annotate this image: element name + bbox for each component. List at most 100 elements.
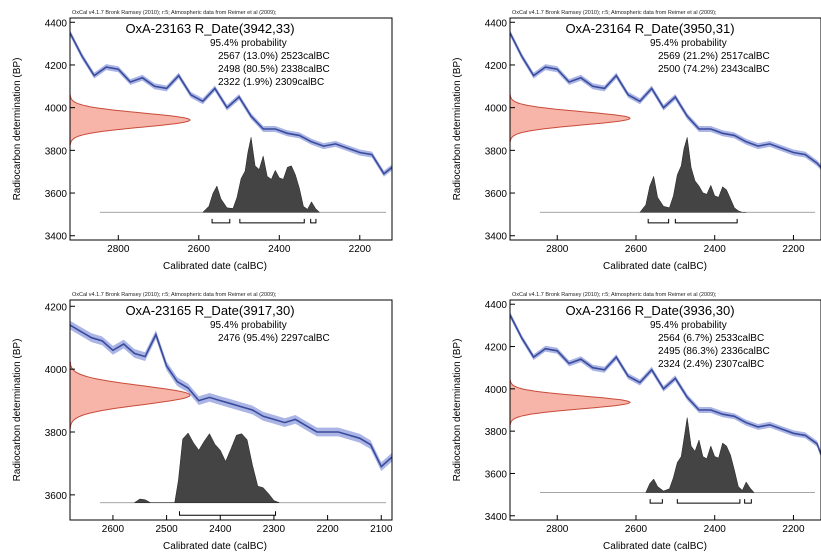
x-tick-label: 2600 xyxy=(188,244,211,255)
x-tick-label: 2400 xyxy=(209,524,232,535)
x-tick-label: 2600 xyxy=(625,524,648,535)
x-tick-label: 2800 xyxy=(546,244,569,255)
x-tick-label: 2200 xyxy=(349,244,372,255)
y-tick-label: 3400 xyxy=(485,512,508,523)
y-tick-label: 3600 xyxy=(45,189,68,200)
probability-heading: 95.4% probability xyxy=(650,320,727,331)
sample-title: OxA-23163 R_Date(3942,33) xyxy=(125,21,294,36)
plot-frame xyxy=(69,17,393,241)
calibration-curve-line xyxy=(70,324,392,468)
y-axis-label: Radiocarbon determination (BP) xyxy=(12,339,23,482)
range-bracket-1 xyxy=(647,218,670,224)
y-axis-label: Radiocarbon determination (BP) xyxy=(452,339,463,482)
x-tick-label: 2200 xyxy=(782,524,805,535)
range-bracket-2 xyxy=(239,218,305,224)
x-tick-label: 2500 xyxy=(155,524,178,535)
probability-heading: 95.4% probability xyxy=(650,38,727,49)
probability-heading: 95.4% probability xyxy=(210,38,287,49)
probability-range: 2498 (80.5%) 2338calBC xyxy=(218,64,330,75)
y-tick-label: 3800 xyxy=(485,146,508,157)
range-bracket-2 xyxy=(676,499,741,504)
y-tick-label: 3800 xyxy=(45,146,68,157)
sample-title: OxA-23165 R_Date(3917,30) xyxy=(125,303,294,318)
calibrated-distribution xyxy=(133,432,280,503)
plot-frame xyxy=(509,17,821,241)
range-bracket-3 xyxy=(310,218,317,224)
y-tick-label: 4200 xyxy=(45,61,68,72)
x-tick-label: 2400 xyxy=(704,244,727,255)
x-tick-label: 2300 xyxy=(263,524,286,535)
calibrated-distribution xyxy=(639,137,747,213)
x-axis-label: Calibrated date (calBC) xyxy=(163,541,267,552)
range-bracket-3 xyxy=(744,499,752,504)
y-tick-label: 4400 xyxy=(485,300,508,311)
probability-range: 2569 (21.2%) 2517calBC xyxy=(658,51,770,62)
probability-range: 2476 (95.4%) 2297calBC xyxy=(218,333,330,344)
y-tick-label: 4000 xyxy=(485,104,508,115)
y-tick-label: 4000 xyxy=(485,385,508,396)
calibration-panel-3: OxCal v4.1.7 Bronk Ramsey (2010); r:5; A… xyxy=(12,292,393,552)
calibration-curve-line xyxy=(510,32,821,168)
calibration-curve-line xyxy=(510,314,821,455)
x-tick-label: 2100 xyxy=(370,524,393,535)
y-tick-label: 3600 xyxy=(45,491,68,502)
y-tick-label: 3600 xyxy=(485,469,508,480)
y-tick-label: 3600 xyxy=(485,189,508,200)
calibration-curve-line xyxy=(70,32,392,175)
y-tick-label: 3400 xyxy=(45,232,68,243)
plot-area xyxy=(70,30,392,224)
y-axis-label: Radiocarbon determination (BP) xyxy=(12,58,23,201)
plot-area xyxy=(70,320,392,516)
measurement-distribution xyxy=(510,94,631,142)
y-axis-label: Radiocarbon determination (BP) xyxy=(452,58,463,201)
x-tick-label: 2400 xyxy=(704,524,727,535)
probability-range: 2495 (86.3%) 2336calBC xyxy=(658,346,770,357)
x-axis-label: Calibrated date (calBC) xyxy=(163,261,267,272)
software-credit: OxCal v4.1.7 Bronk Ramsey (2010); r:5; A… xyxy=(72,292,277,298)
probability-range: 2564 (6.7%) 2533calBC xyxy=(658,333,764,344)
y-tick-label: 3800 xyxy=(485,427,508,438)
range-bracket-1 xyxy=(178,511,277,516)
measurement-distribution xyxy=(70,361,191,429)
software-credit: OxCal v4.1.7 Bronk Ramsey (2010); r:5; A… xyxy=(512,10,717,16)
y-tick-label: 4000 xyxy=(45,365,68,376)
sample-title: OxA-23164 R_Date(3950,31) xyxy=(565,21,734,36)
y-tick-label: 4200 xyxy=(485,343,508,354)
x-tick-label: 2600 xyxy=(625,244,648,255)
sample-title: OxA-23166 R_Date(3936,30) xyxy=(565,303,734,318)
plot-area xyxy=(510,30,821,224)
calibration-panel-1: OxCal v4.1.7 Bronk Ramsey (2010); r:5; A… xyxy=(12,10,393,272)
calibrated-distribution xyxy=(645,417,755,493)
software-credit: OxCal v4.1.7 Bronk Ramsey (2010); r:5; A… xyxy=(72,10,277,16)
x-axis-label: Calibrated date (calBC) xyxy=(603,261,707,272)
y-tick-label: 4000 xyxy=(45,104,68,115)
probability-range: 2500 (74.2%) 2343calBC xyxy=(658,64,770,75)
probability-range: 2322 (1.9%) 2309calBC xyxy=(218,77,324,88)
probability-range: 2324 (2.4%) 2307calBC xyxy=(658,359,764,370)
plot-area xyxy=(510,311,821,504)
x-tick-label: 2800 xyxy=(546,524,569,535)
y-tick-label: 4400 xyxy=(485,18,508,29)
calibration-panel-4: OxCal v4.1.7 Bronk Ramsey (2010); r:5; A… xyxy=(452,292,821,552)
range-bracket-1 xyxy=(649,499,663,504)
probability-heading: 95.4% probability xyxy=(210,320,287,331)
calibration-panel-2: OxCal v4.1.7 Bronk Ramsey (2010); r:5; A… xyxy=(452,10,821,272)
x-tick-label: 2200 xyxy=(782,244,805,255)
software-credit: OxCal v4.1.7 Bronk Ramsey (2010); r:5; A… xyxy=(512,292,717,298)
range-bracket-1 xyxy=(211,218,231,224)
x-tick-label: 2600 xyxy=(102,524,125,535)
range-bracket-2 xyxy=(674,218,738,224)
y-tick-label: 4200 xyxy=(45,302,68,313)
y-tick-label: 3400 xyxy=(485,232,508,243)
x-tick-label: 2800 xyxy=(107,244,130,255)
x-tick-label: 2400 xyxy=(268,244,291,255)
calibrated-distribution xyxy=(202,137,321,213)
x-tick-label: 2200 xyxy=(316,524,339,535)
plot-frame xyxy=(69,299,393,521)
plot-frame xyxy=(509,299,821,521)
measurement-distribution xyxy=(510,379,631,426)
y-tick-label: 4200 xyxy=(485,61,508,72)
y-tick-label: 3800 xyxy=(45,428,68,439)
measurement-distribution xyxy=(70,94,191,146)
